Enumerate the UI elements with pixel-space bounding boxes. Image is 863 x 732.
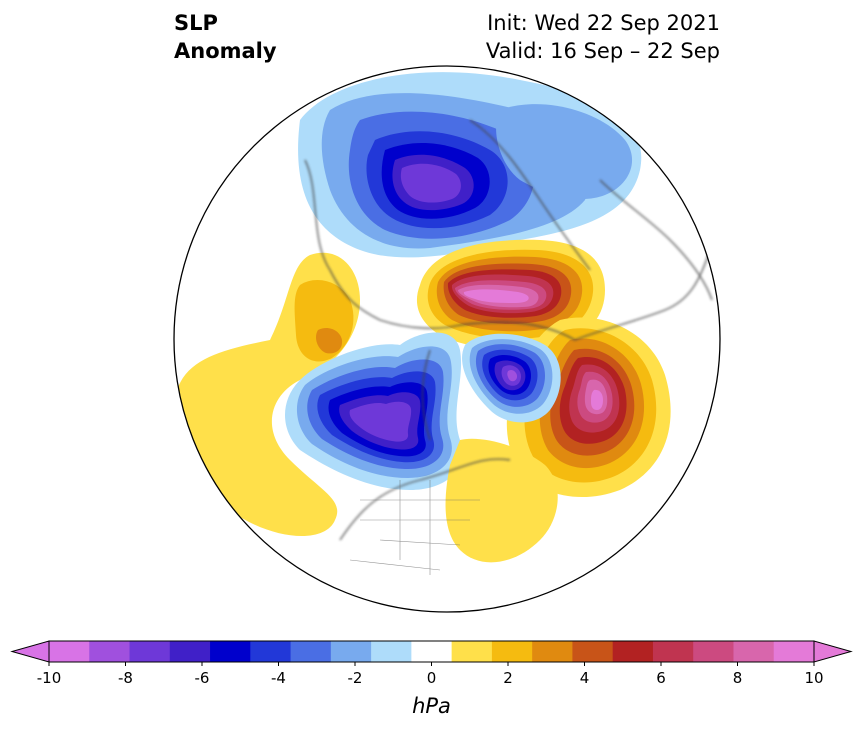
colorbar-ticks: -10 -8 -6 -4 -2 0 2 4 6 8 10 [37, 662, 824, 687]
globe-outline [173, 65, 721, 613]
colorbar-tick-label: -6 [195, 669, 210, 687]
colorbar-tick-label: 6 [656, 669, 666, 687]
colorbar-swatch [129, 641, 171, 662]
colorbar-swatch [612, 641, 654, 662]
colorbar-swatch [330, 641, 372, 662]
colorbar-under-arrow [10, 640, 50, 663]
colorbar-swatch [210, 641, 251, 662]
colorbar-swatch [89, 641, 131, 662]
anomaly-field [174, 72, 713, 575]
colorbar-swatch [491, 641, 533, 662]
colorbar-unit: hPa [412, 694, 451, 718]
colorbar-tick-label: 0 [427, 669, 437, 687]
title-right: Init: Wed 22 Sep 2021 Valid: 16 Sep – 22… [486, 9, 720, 65]
colorbar-swatch [49, 641, 90, 662]
colorbar-tick-label: 2 [503, 669, 513, 687]
colorbar-swatch [451, 641, 493, 662]
colorbar-swatch [652, 641, 694, 662]
anomaly-pacific-high [174, 252, 360, 537]
anomaly-arctic-low [462, 333, 561, 423]
title-init: Init: Wed 22 Sep 2021 [487, 11, 720, 35]
anomaly-siberia-low [298, 72, 642, 258]
colorbar-over-arrow [813, 640, 853, 663]
colorbar-tick-label: 10 [804, 669, 823, 687]
title-valid: Valid: 16 Sep – 22 Sep [485, 39, 720, 63]
colorbar-swatch [572, 641, 614, 662]
anomaly-atlantic-high [506, 317, 671, 498]
colorbar-swatch [371, 641, 412, 662]
colorbar-tick-label: -10 [37, 669, 62, 687]
anomaly-eastern-us [445, 438, 558, 563]
borders [349, 480, 480, 575]
colorbar-swatches [49, 641, 815, 662]
colorbar-swatch [250, 641, 292, 662]
colorbar-swatch [733, 641, 775, 662]
colorbar-swatch [532, 641, 573, 662]
colorbar-swatch [411, 641, 453, 662]
colorbar-swatch [290, 641, 332, 662]
anomaly-canada-low [285, 332, 463, 490]
colorbar-tick-label: -2 [348, 669, 363, 687]
colorbar-tick-label: 4 [580, 669, 590, 687]
coastlines [304, 119, 713, 541]
colorbar-tick-label: 8 [733, 669, 743, 687]
colorbar-tick-label: -8 [118, 669, 133, 687]
polar-map [173, 65, 721, 613]
colorbar: -10 -8 -6 -4 -2 0 2 4 6 8 10 [10, 640, 853, 687]
colorbar-swatch [773, 641, 815, 662]
colorbar-swatch [693, 641, 734, 662]
title-left: SLP Anomaly [174, 9, 277, 65]
title-anomaly: Anomaly [174, 39, 277, 63]
colorbar-swatch [169, 641, 211, 662]
colorbar-tick-label: -4 [271, 669, 286, 687]
title-slp: SLP [174, 11, 218, 35]
